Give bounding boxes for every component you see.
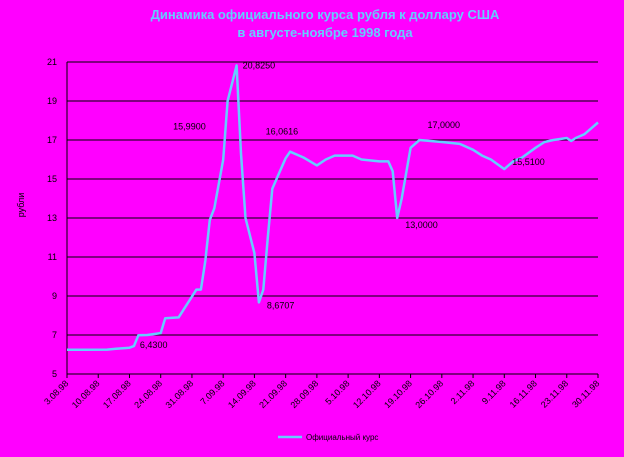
x-tick-label: 5.10.98 xyxy=(323,378,351,406)
x-tick-label: 10.08.98 xyxy=(70,378,102,410)
x-tick-label: 21.09.98 xyxy=(257,378,289,410)
data-label: 15,9900 xyxy=(173,122,206,132)
x-tick-label: 17.08.98 xyxy=(101,378,133,410)
data-label: 15,5100 xyxy=(512,157,545,167)
x-tick-label: 16.11.98 xyxy=(508,378,539,409)
y-axis-label: рубли xyxy=(16,193,26,218)
chart-title: Динамика официального курса рубля к долл… xyxy=(151,7,500,22)
x-tick-label: 2.11.98 xyxy=(449,378,477,406)
x-tick-label: 3.08.98 xyxy=(42,378,70,406)
chart-subtitle: в августе-ноябре 1998 года xyxy=(237,25,413,40)
x-tick-label: 24.08.98 xyxy=(132,378,164,410)
data-label: 17,0000 xyxy=(428,120,461,130)
y-tick-label: 13 xyxy=(47,213,57,223)
y-tick-label: 11 xyxy=(48,252,57,262)
x-tick-label: 26.10.98 xyxy=(413,378,445,410)
data-label: 13,0000 xyxy=(405,220,438,230)
x-tick-label: 23.11.98 xyxy=(539,378,570,409)
data-label: 6,4300 xyxy=(140,340,168,350)
x-tick-label: 14.09.98 xyxy=(226,378,258,410)
y-tick-label: 19 xyxy=(47,96,57,106)
y-tick-label: 5 xyxy=(52,369,57,379)
x-tick-label: 7.09.98 xyxy=(198,378,226,406)
legend-label: Официальный курс xyxy=(306,433,378,442)
y-tick-label: 15 xyxy=(47,174,57,184)
y-tick-label: 21 xyxy=(47,57,57,67)
data-label: 20,8250 xyxy=(243,60,276,70)
x-tick-label: 9.11.98 xyxy=(480,378,508,406)
x-tick-label: 12.10.98 xyxy=(351,378,383,410)
x-tick-label: 19.10.98 xyxy=(382,378,414,410)
x-tick-label: 28.09.98 xyxy=(288,378,320,410)
y-tick-label: 9 xyxy=(52,291,57,301)
data-line xyxy=(67,64,599,352)
data-label: 16,0616 xyxy=(266,126,299,136)
x-tick-label: 31.08.98 xyxy=(164,378,196,410)
y-tick-label: 7 xyxy=(52,330,57,340)
y-tick-label: 17 xyxy=(47,135,57,145)
data-label: 8,6707 xyxy=(267,300,295,310)
x-tick-label: 30.11.98 xyxy=(570,378,601,409)
